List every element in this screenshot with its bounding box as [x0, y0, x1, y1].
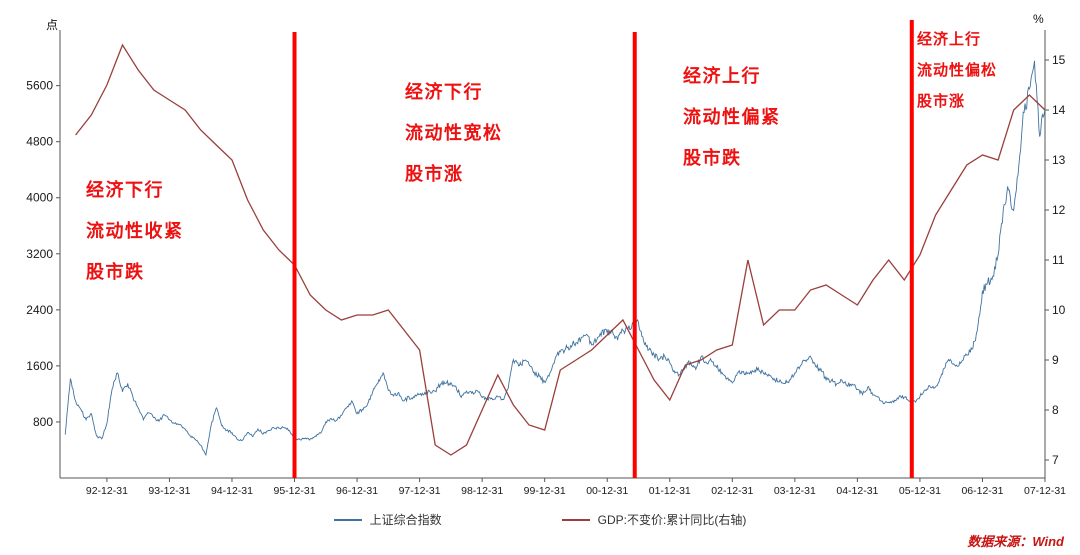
- svg-text:12: 12: [1052, 203, 1066, 217]
- legend-swatch-sse-line: [333, 518, 362, 521]
- svg-text:15: 15: [1052, 53, 1066, 67]
- svg-text:05-12-31: 05-12-31: [899, 485, 941, 497]
- svg-text:9: 9: [1052, 353, 1059, 367]
- legend-swatch-gdp-line: [561, 518, 590, 521]
- svg-text:00-12-31: 00-12-31: [586, 485, 628, 497]
- left-axis-unit: 点: [46, 18, 59, 32]
- svg-text:03-12-31: 03-12-31: [774, 485, 816, 497]
- legend-label-gdp: GDP:不变价:累计同比(右轴): [597, 513, 747, 527]
- svg-text:02-12-31: 02-12-31: [711, 485, 753, 497]
- legend-item-sse: 上证综合指数: [333, 511, 442, 528]
- svg-text:2400: 2400: [26, 303, 53, 317]
- legend-item-gdp: GDP:不变价:累计同比(右轴): [561, 511, 747, 528]
- svg-text:10: 10: [1052, 303, 1066, 317]
- svg-text:800: 800: [33, 415, 53, 429]
- svg-text:8: 8: [1052, 403, 1059, 417]
- annotation-regime-1: 经济下行 流动性收紧 股市跌: [86, 180, 184, 282]
- svg-text:99-12-31: 99-12-31: [524, 485, 566, 497]
- data-source-note: 数据来源：Wind: [967, 534, 1064, 549]
- svg-text:7: 7: [1052, 453, 1059, 467]
- svg-text:4800: 4800: [26, 135, 53, 149]
- svg-text:96-12-31: 96-12-31: [336, 485, 378, 497]
- svg-text:06-12-31: 06-12-31: [961, 485, 1003, 497]
- svg-text:93-12-31: 93-12-31: [148, 485, 190, 497]
- svg-text:07-12-31: 07-12-31: [1024, 485, 1066, 497]
- annotation-regime-3: 经济上行 流动性偏紧 股市跌: [683, 66, 781, 168]
- svg-text:5600: 5600: [26, 79, 53, 93]
- annotation-regime-2: 经济下行 流动性宽松 股市涨: [405, 82, 503, 184]
- svg-text:3200: 3200: [26, 247, 53, 261]
- svg-text:13: 13: [1052, 153, 1066, 167]
- svg-text:97-12-31: 97-12-31: [399, 485, 441, 497]
- svg-text:92-12-31: 92-12-31: [86, 485, 128, 497]
- svg-text:4000: 4000: [26, 191, 53, 205]
- svg-text:98-12-31: 98-12-31: [461, 485, 503, 497]
- svg-text:94-12-31: 94-12-31: [211, 485, 253, 497]
- legend-label-sse: 上证综合指数: [369, 513, 442, 527]
- right-axis-unit: %: [1033, 12, 1044, 26]
- svg-text:95-12-31: 95-12-31: [274, 485, 316, 497]
- svg-text:14: 14: [1052, 103, 1066, 117]
- svg-text:04-12-31: 04-12-31: [836, 485, 878, 497]
- svg-text:1600: 1600: [26, 359, 53, 373]
- annotation-regime-4: 经济上行 流动性偏松 股市涨: [917, 31, 998, 110]
- legend: 上证综合指数 GDP:不变价:累计同比(右轴): [0, 511, 1080, 528]
- svg-text:01-12-31: 01-12-31: [649, 485, 691, 497]
- svg-text:11: 11: [1052, 253, 1065, 267]
